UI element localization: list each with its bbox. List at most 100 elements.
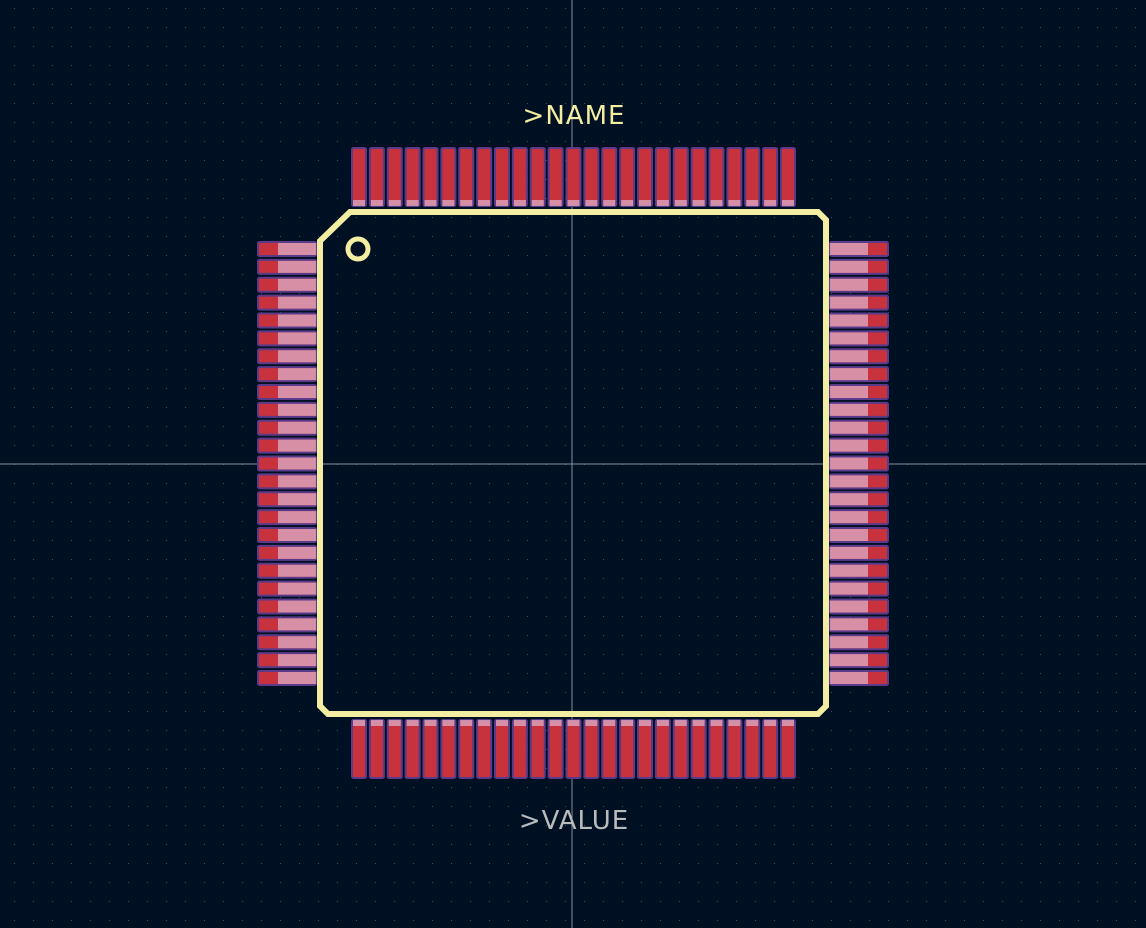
pad-top[interactable] bbox=[690, 147, 707, 207]
pad-bottom[interactable] bbox=[547, 719, 564, 779]
pad-top[interactable] bbox=[654, 147, 671, 207]
pad-top[interactable] bbox=[583, 147, 600, 207]
pad-right[interactable] bbox=[829, 616, 889, 633]
pad-top[interactable] bbox=[351, 147, 367, 207]
pad-top[interactable] bbox=[726, 147, 743, 207]
pad-right[interactable] bbox=[829, 509, 889, 526]
pad-top[interactable] bbox=[368, 147, 385, 207]
pad-top[interactable] bbox=[780, 147, 796, 207]
pad-bottom[interactable] bbox=[511, 719, 528, 779]
pad-right[interactable] bbox=[829, 527, 889, 543]
pad-top[interactable] bbox=[422, 147, 439, 207]
pad-bottom[interactable] bbox=[780, 719, 796, 779]
pad-right[interactable] bbox=[829, 652, 889, 669]
pad-left[interactable] bbox=[257, 616, 317, 633]
pad-bottom[interactable] bbox=[422, 719, 439, 779]
pad-top[interactable] bbox=[708, 147, 725, 207]
pad-top[interactable] bbox=[529, 147, 546, 207]
pad-bottom[interactable] bbox=[368, 719, 385, 779]
pad-bottom[interactable] bbox=[708, 719, 725, 779]
pad-bottom[interactable] bbox=[529, 719, 546, 779]
pad-right[interactable] bbox=[829, 384, 889, 400]
pad-left[interactable] bbox=[257, 276, 317, 293]
pad-right[interactable] bbox=[829, 580, 889, 597]
pad-top[interactable] bbox=[619, 147, 636, 207]
pad-bottom[interactable] bbox=[583, 719, 600, 779]
pad-right[interactable] bbox=[829, 258, 889, 275]
pad-bottom[interactable] bbox=[351, 719, 367, 779]
pad-bottom[interactable] bbox=[565, 719, 582, 779]
pad-top[interactable] bbox=[494, 147, 510, 207]
pad-top[interactable] bbox=[637, 147, 653, 207]
pad-right[interactable] bbox=[829, 473, 889, 490]
pad-right[interactable] bbox=[829, 366, 889, 383]
pad-top[interactable] bbox=[440, 147, 457, 207]
pad-top[interactable] bbox=[601, 147, 618, 207]
pad-top[interactable] bbox=[458, 147, 475, 207]
pad-right[interactable] bbox=[829, 312, 889, 329]
pad-left[interactable] bbox=[257, 473, 317, 490]
pad-right[interactable] bbox=[829, 241, 889, 257]
pad-bottom[interactable] bbox=[672, 719, 689, 779]
pad-left[interactable] bbox=[257, 455, 317, 472]
pad-bottom[interactable] bbox=[619, 719, 636, 779]
pad-bottom[interactable] bbox=[476, 719, 493, 779]
pad-left[interactable] bbox=[257, 652, 317, 669]
pad-bottom[interactable] bbox=[726, 719, 743, 779]
pad-left[interactable] bbox=[257, 348, 317, 365]
pad-left[interactable] bbox=[257, 419, 317, 436]
pad-top[interactable] bbox=[386, 147, 403, 207]
pad-left[interactable] bbox=[257, 544, 317, 561]
pad-right[interactable] bbox=[829, 276, 889, 293]
pad-left[interactable] bbox=[257, 258, 317, 275]
pad-bottom[interactable] bbox=[440, 719, 457, 779]
pad-left[interactable] bbox=[257, 562, 317, 579]
pad-right[interactable] bbox=[829, 330, 889, 347]
pad-left[interactable] bbox=[257, 401, 317, 418]
pad-right[interactable] bbox=[829, 419, 889, 436]
pad-right[interactable] bbox=[829, 294, 889, 311]
pad-bottom[interactable] bbox=[458, 719, 475, 779]
pad-bottom[interactable] bbox=[637, 719, 653, 779]
pad-left[interactable] bbox=[257, 527, 317, 543]
pad-bottom[interactable] bbox=[386, 719, 403, 779]
pad-right[interactable] bbox=[829, 348, 889, 365]
pad-right[interactable] bbox=[829, 634, 889, 651]
pad-right[interactable] bbox=[829, 491, 889, 508]
pad-left[interactable] bbox=[257, 509, 317, 526]
pad-top[interactable] bbox=[762, 147, 779, 207]
pad-top[interactable] bbox=[565, 147, 582, 207]
pad-left[interactable] bbox=[257, 241, 317, 257]
pad-top[interactable] bbox=[476, 147, 493, 207]
pad-right[interactable] bbox=[829, 562, 889, 579]
pad-left[interactable] bbox=[257, 312, 317, 329]
pad-bottom[interactable] bbox=[690, 719, 707, 779]
pad-left[interactable] bbox=[257, 437, 317, 454]
pad-left[interactable] bbox=[257, 598, 317, 615]
pad-bottom[interactable] bbox=[494, 719, 510, 779]
pad-right[interactable] bbox=[829, 455, 889, 472]
pad-top[interactable] bbox=[672, 147, 689, 207]
pad-left[interactable] bbox=[257, 580, 317, 597]
pad-bottom[interactable] bbox=[762, 719, 779, 779]
pad-left[interactable] bbox=[257, 670, 317, 686]
pad-top[interactable] bbox=[404, 147, 421, 207]
pad-right[interactable] bbox=[829, 401, 889, 418]
pad-top[interactable] bbox=[511, 147, 528, 207]
pad-right[interactable] bbox=[829, 437, 889, 454]
pad-left[interactable] bbox=[257, 330, 317, 347]
pad-left[interactable] bbox=[257, 634, 317, 651]
pad-bottom[interactable] bbox=[744, 719, 761, 779]
pad-left[interactable] bbox=[257, 294, 317, 311]
pad-left[interactable] bbox=[257, 491, 317, 508]
value-label[interactable]: >VALUE bbox=[519, 806, 629, 836]
pad-top[interactable] bbox=[744, 147, 761, 207]
pad-right[interactable] bbox=[829, 670, 889, 686]
reference-name-label[interactable]: >NAME bbox=[523, 101, 626, 131]
pad-bottom[interactable] bbox=[601, 719, 618, 779]
pad-top[interactable] bbox=[547, 147, 564, 207]
pad-bottom[interactable] bbox=[654, 719, 671, 779]
pad-left[interactable] bbox=[257, 384, 317, 400]
pad-left[interactable] bbox=[257, 366, 317, 383]
